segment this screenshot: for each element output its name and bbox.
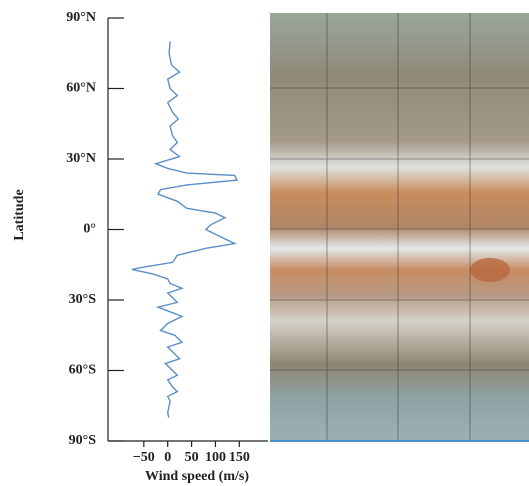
x-tick-label: 50 [185, 450, 199, 465]
x-tick-label: 100 [205, 450, 226, 465]
x-axis-label: Wind speed (m/s) [145, 469, 249, 484]
y-tick-label: 30°N [66, 151, 96, 166]
y-tick-label: 0° [83, 222, 96, 237]
y-tick-label: 90°S [69, 433, 97, 448]
y-tick-label: 60°S [69, 363, 97, 378]
x-tick-label: −50 [133, 450, 155, 465]
y-axis-label: Latitude [12, 189, 27, 240]
planet-map [270, 13, 529, 442]
y-tick-label: 60°N [66, 81, 96, 96]
y-tick-label: 90°N [66, 10, 96, 25]
x-tick-label: 0 [164, 450, 171, 465]
x-tick-label: 150 [229, 450, 250, 465]
wind-profile [131, 41, 239, 418]
y-tick-label: 30°S [69, 292, 97, 307]
